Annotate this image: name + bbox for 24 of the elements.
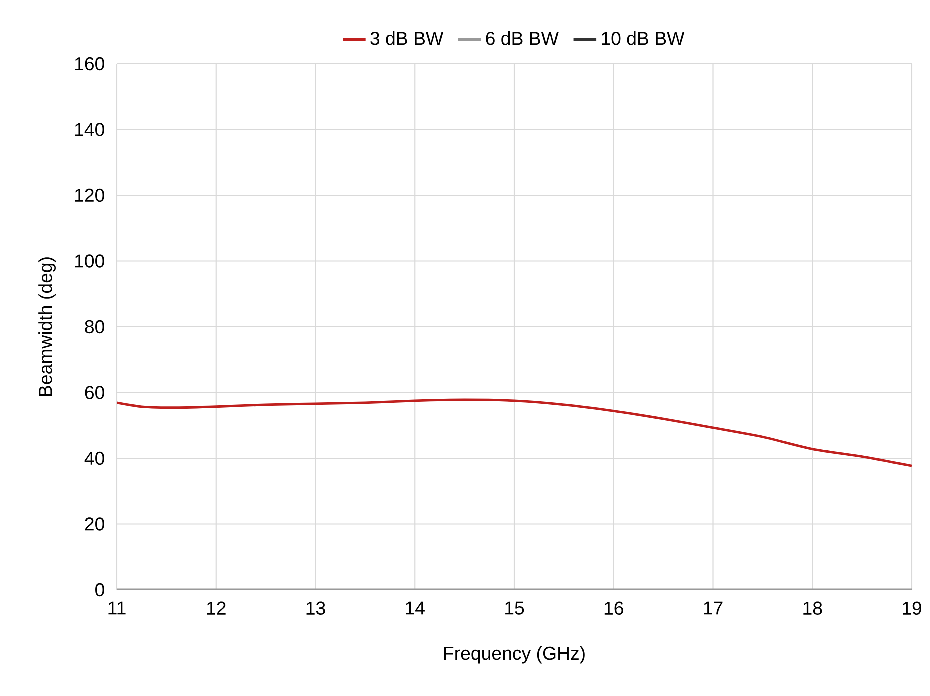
y-tick-label: 0 — [96, 583, 104, 597]
legend-label: 3 dB BW — [370, 32, 444, 46]
x-tick-label: 13 — [306, 602, 326, 616]
x-tick-label: 17 — [704, 602, 723, 615]
x-tick-label: 18 — [804, 602, 822, 616]
y-tick-label: 60 — [85, 386, 104, 400]
y-tick-label: 100 — [75, 254, 104, 268]
y-axis-title: Beamwidth (deg) — [38, 258, 56, 396]
x-axis-title: Frequency (GHz) — [444, 646, 585, 664]
x-tick-label: 15 — [506, 602, 524, 615]
y-tick-label: 120 — [75, 188, 104, 202]
legend-label: 6 dB BW — [486, 32, 559, 46]
y-tick-label: 80 — [85, 320, 104, 334]
x-tick-label: 14 — [406, 602, 425, 615]
x-tick-label: 12 — [207, 602, 226, 615]
x-tick-label: 11 — [108, 602, 126, 615]
x-tick-label: 16 — [604, 602, 624, 616]
x-tick-label: 19 — [903, 602, 922, 616]
legend-label: 10 dB BW — [602, 32, 685, 46]
y-tick-label: 160 — [75, 57, 104, 71]
y-tick-label: 140 — [75, 123, 104, 136]
y-tick-label: 40 — [84, 452, 104, 466]
y-tick-label: 20 — [85, 518, 104, 531]
line-series — [117, 398, 912, 468]
